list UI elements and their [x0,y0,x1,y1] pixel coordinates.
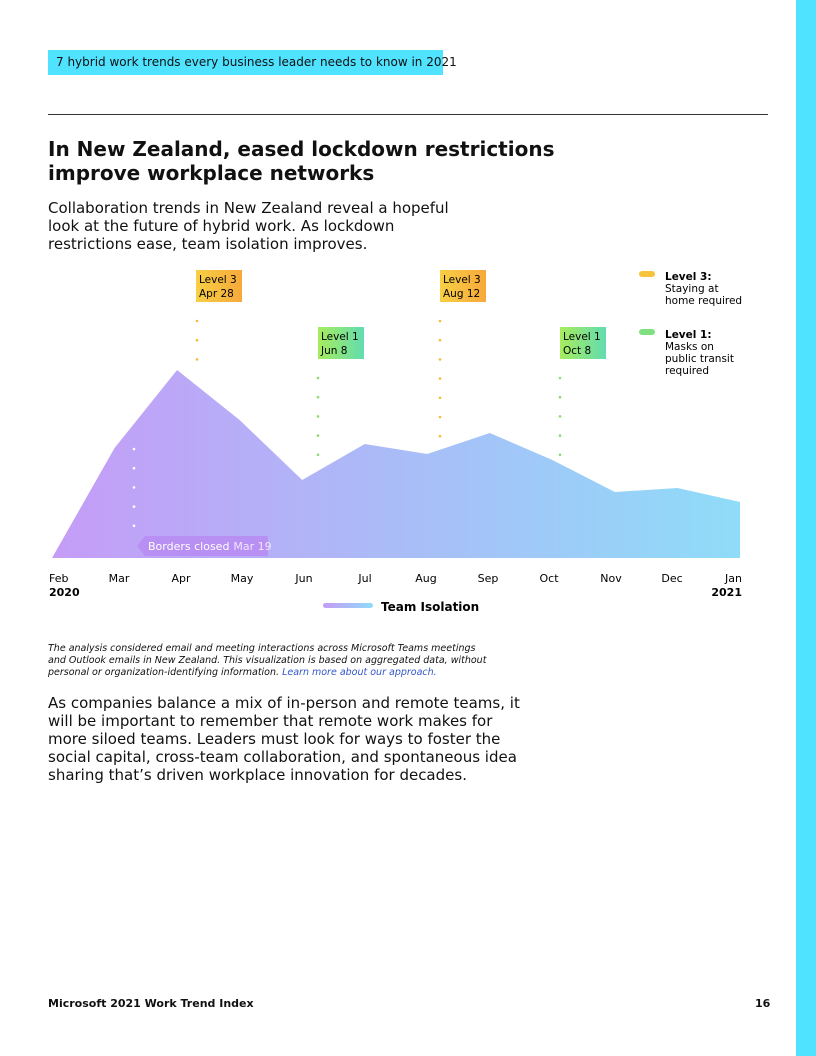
dot [438,415,442,419]
x-tick-label: Dec [661,572,682,585]
body: sharing that’s driven workplace innovati… [48,766,467,784]
legend-label: Team Isolation [381,600,479,614]
dot [132,505,136,508]
dot [438,396,442,400]
header-tag: 7 hybrid work trends every business lead… [48,50,457,75]
title: In New Zealand, eased lockdown restricti… [48,137,555,161]
dot [316,453,320,457]
body: more siloed teams. Leaders must look for… [48,730,501,748]
x-tick-label: May [231,572,254,585]
annotation-date: Apr 28 [199,288,234,300]
key-label: Level 3: [665,271,712,283]
annotation-level: Level 1 [563,331,601,343]
dot [316,395,320,399]
dot [438,377,442,380]
x-tick-label: Sep [478,572,499,585]
dot [558,453,562,457]
annotation-text: Borders closed Mar 19 [148,540,272,553]
note: The analysis considered email and meetin… [48,643,476,654]
key-text: Masks on [665,341,714,353]
x-tick-label: Oct [539,572,559,585]
intro: restrictions ease, team isolation improv… [48,235,368,253]
intro: Collaboration trends in New Zealand reve… [48,199,449,217]
annotation-date: Mar 19 [233,540,271,553]
note: personal or organization-identifying inf… [48,667,280,678]
annotation-level: Level 3 [443,274,481,286]
area [52,370,740,558]
dot [438,358,442,361]
x-tick-label: Aug [415,572,436,585]
key-text: Staying at [665,283,719,295]
key-text: home required [665,295,742,307]
x-tick-label: Jul [357,572,371,585]
x-tick-label: Feb [49,572,68,585]
dot [438,338,442,342]
x-tick-label: Jun [294,572,312,585]
link[interactable]: Learn more about our approach. [282,667,437,678]
side-stripe [796,0,816,1056]
dot [132,466,136,470]
dot [558,395,562,399]
annotation-date: Aug 12 [443,288,480,300]
annotation-date: Jun 8 [320,345,347,357]
body: As companies balance a mix of in-person … [48,694,520,712]
rule [48,114,768,115]
dot [132,447,136,451]
key-text: public transit [665,353,734,365]
year-label: 2021 [711,586,742,599]
dot [558,376,562,380]
dot [558,434,562,437]
dot [132,486,136,489]
dot [438,434,442,438]
note: and Outlook emails in New Zealand. This … [48,655,487,666]
page-number: 16 [755,997,771,1010]
year-label: 2020 [49,586,80,599]
annotation-box [440,270,486,302]
dot [316,434,320,437]
annotation-box [137,536,268,556]
dot [195,358,199,361]
dot [558,415,562,418]
annotation-level: Level 1 [321,331,359,343]
dot [316,376,320,380]
key-swatch [639,271,655,277]
dot [132,524,136,528]
footer: Microsoft 2021 Work Trend Index [48,997,254,1010]
body: will be important to remember that remot… [48,712,493,730]
x-tick-label: Nov [600,572,622,585]
x-tick-label: Mar [109,572,130,585]
annotation-level: Level 3 [199,274,237,286]
dot [438,319,442,323]
intro: look at the future of hybrid work. As lo… [48,217,395,235]
chart: Feb Mar Apr May Jun Jul Aug Sep Oct Nov Dec Jan 2020… [49,270,742,614]
dot [195,319,199,323]
annotation-box [318,327,364,359]
note: personal or organization-identifying inf… [48,667,437,679]
legend-swatch [323,603,373,608]
key-label: Level 1: [665,329,712,341]
annotation-box [196,270,242,302]
x-tick-label: Apr [171,572,191,585]
title: improve workplace networks [48,161,375,185]
x-tick-label: Jan [724,572,742,585]
body: social capital, cross-team collaboration… [48,748,517,766]
annotation-box [560,327,606,359]
key-swatch [639,329,655,335]
annotation-date: Oct 8 [563,345,591,357]
dot [195,338,199,342]
dot [316,415,320,418]
key-text: required [665,365,709,377]
annotation-level: Borders closed [148,540,229,553]
